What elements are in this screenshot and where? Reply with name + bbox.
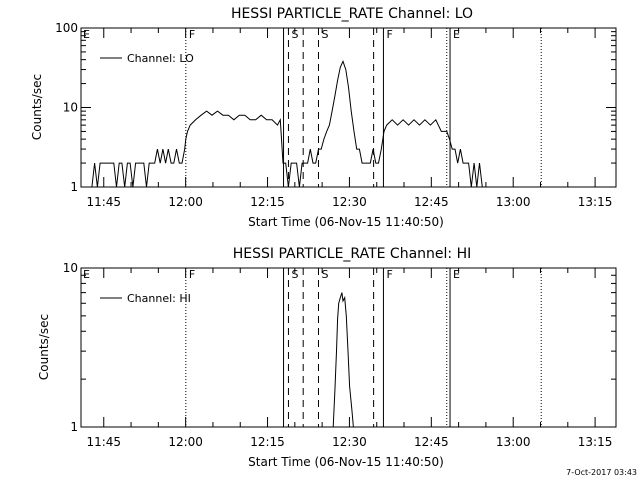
lo-x-tick-label: 12:30 bbox=[332, 195, 367, 209]
timestamp: 7-Oct-2017 03:43 bbox=[566, 468, 637, 477]
lo-event-label: F bbox=[386, 28, 392, 41]
hi-plot-area: 11:45 12:00 12:15 12:30 12:45 13:00 13:15 1 10 F S… bbox=[63, 261, 617, 449]
lo-legend: Channel: LO bbox=[100, 52, 194, 65]
hi-chart: HESSI PARTICLE_RATE Channel: HI Start Ti… bbox=[37, 246, 617, 469]
lo-legend-label: Channel: LO bbox=[127, 52, 194, 65]
lo-series-line bbox=[91, 60, 491, 187]
hi-x-tick-label: 12:45 bbox=[414, 435, 449, 449]
lo-y-axis-label: Counts/sec bbox=[30, 74, 44, 140]
lo-y-tick-label: 10 bbox=[63, 101, 78, 115]
hi-plot-frame bbox=[80, 267, 617, 428]
hi-x-axis-label: Start Time (06-Nov-15 11:40:50) bbox=[248, 455, 444, 469]
lo-x-tick-label: 13:15 bbox=[578, 195, 613, 209]
lo-y-tick-label: 1 bbox=[70, 180, 78, 194]
lo-chart-title: HESSI PARTICLE_RATE Channel: LO bbox=[231, 6, 473, 22]
lo-event-label: S bbox=[291, 28, 298, 41]
lo-x-tick-label: 12:00 bbox=[168, 195, 203, 209]
hi-x-tick-label: 12:30 bbox=[332, 435, 367, 449]
hi-x-tick-label: 12:00 bbox=[168, 435, 203, 449]
lo-event-label: E bbox=[453, 28, 460, 41]
hi-event-label: E bbox=[453, 268, 460, 281]
hi-legend-label: Channel: HI bbox=[127, 292, 191, 305]
hi-legend: Channel: HI bbox=[100, 292, 191, 305]
hi-event-label: S bbox=[321, 268, 328, 281]
lo-x-axis-label: Start Time (06-Nov-15 11:40:50) bbox=[248, 215, 444, 229]
lo-edge-label: E bbox=[83, 28, 90, 41]
hi-edge-label: E bbox=[83, 268, 90, 281]
hi-x-tick-label: 12:15 bbox=[250, 435, 285, 449]
hi-event-label: S bbox=[291, 268, 298, 281]
hi-y-axis-label: Counts/sec bbox=[37, 314, 51, 380]
hi-x-tick-label: 13:15 bbox=[578, 435, 613, 449]
lo-plot-area: 11:45 12:00 12:15 12:30 12:45 13:00 13:15 1 10 10… bbox=[55, 21, 617, 209]
hi-series-line bbox=[332, 292, 354, 427]
lo-x-tick-label: 12:15 bbox=[250, 195, 285, 209]
hi-event-label: F bbox=[386, 268, 392, 281]
lo-event-label: F bbox=[189, 28, 195, 41]
hi-chart-title: HESSI PARTICLE_RATE Channel: HI bbox=[233, 246, 471, 262]
lo-x-tick-label: 12:45 bbox=[414, 195, 449, 209]
lo-chart: HESSI PARTICLE_RATE Channel: LO Start Ti… bbox=[30, 6, 617, 229]
lo-x-tick-label: 13:00 bbox=[496, 195, 531, 209]
hi-event-label: F bbox=[189, 268, 195, 281]
hi-y-tick-label: 10 bbox=[63, 261, 78, 275]
hi-x-tick-label: 11:45 bbox=[86, 435, 121, 449]
hi-y-tick-label: 1 bbox=[70, 420, 78, 434]
lo-y-tick-label: 100 bbox=[55, 21, 78, 35]
lo-x-tick-label: 11:45 bbox=[86, 195, 121, 209]
hi-x-tick-label: 13:00 bbox=[496, 435, 531, 449]
lo-event-label: S bbox=[321, 28, 328, 41]
